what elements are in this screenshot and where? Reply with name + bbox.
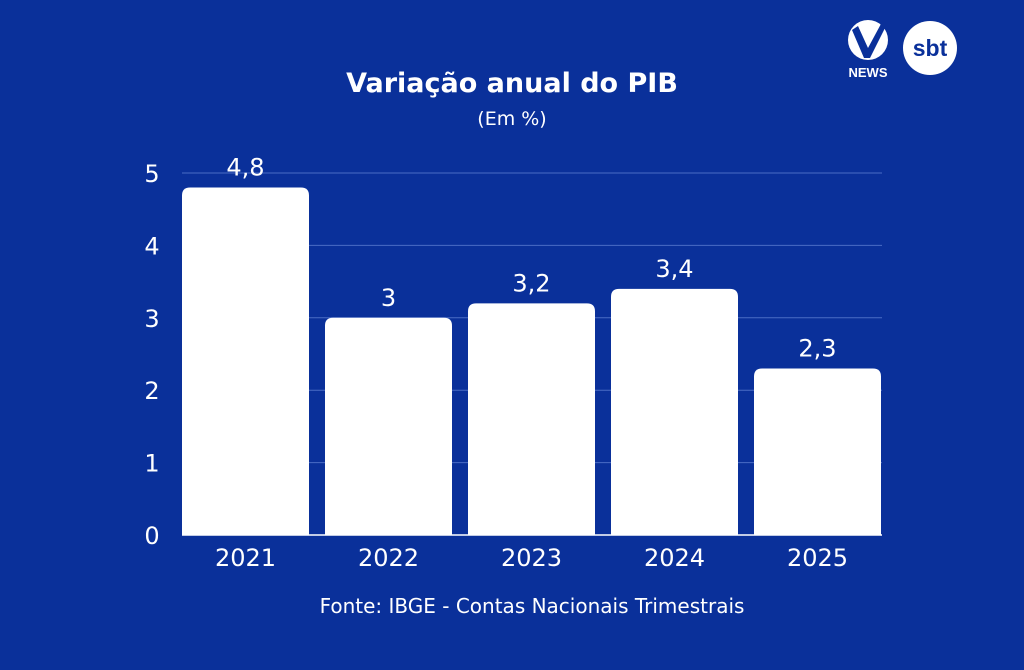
x-tick-label: 2023 <box>501 544 562 572</box>
y-tick-label: 1 <box>144 450 159 478</box>
bar-2024 <box>611 288 738 535</box>
data-label: 3,4 <box>655 255 693 283</box>
bar-2021 <box>182 187 309 536</box>
y-tick-label: 0 <box>144 522 159 550</box>
news-logo-text: NEWS <box>849 65 888 80</box>
sbt-logo: sbt <box>902 20 958 76</box>
news-logo-mark: NEWS <box>848 20 888 80</box>
y-tick-label: 5 <box>144 160 159 188</box>
bar-2022 <box>325 317 452 535</box>
y-tick-label: 4 <box>144 232 159 260</box>
x-tick-label: 2024 <box>644 544 705 572</box>
data-label: 3 <box>381 284 396 312</box>
sbt-logo-text: sbt <box>913 35 948 61</box>
data-label: 4,8 <box>226 153 264 181</box>
news-logo: NEWS <box>846 18 896 80</box>
y-tick-label: 3 <box>144 305 159 333</box>
x-tick-label: 2025 <box>787 544 848 572</box>
bar-2025 <box>754 368 881 535</box>
data-label: 2,3 <box>798 334 836 362</box>
bar-2023 <box>468 303 595 535</box>
chart-title: Variação anual do PIB <box>346 68 678 99</box>
chart-subtitle: (Em %) <box>477 108 547 130</box>
chart-source: Fonte: IBGE - Contas Nacionais Trimestra… <box>319 594 745 618</box>
sbt-logo-mark: sbt <box>903 21 957 75</box>
y-tick-label: 2 <box>144 377 159 405</box>
x-tick-label: 2021 <box>215 544 276 572</box>
data-label: 3,2 <box>512 269 550 297</box>
x-tick-label: 2022 <box>358 544 419 572</box>
